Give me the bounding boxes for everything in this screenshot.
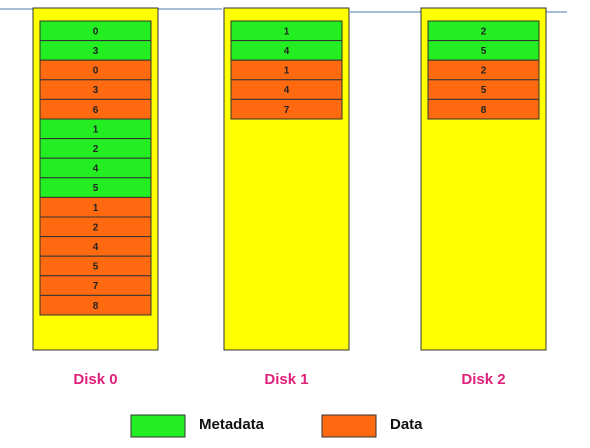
block [230,98,343,120]
block-label: 1 [93,124,99,135]
block-label: 4 [284,85,290,96]
block-label: 8 [481,105,487,116]
block-label: 5 [93,183,99,194]
block-label: 3 [93,85,99,96]
legend-swatch [130,414,186,438]
block-label: 4 [284,46,290,57]
legend-swatch [321,414,377,438]
block-label: 2 [481,26,487,37]
block-label: 7 [93,281,99,292]
block-label: 5 [481,85,487,96]
block-label: 4 [93,164,99,175]
disk-label: Disk 0 [73,371,117,388]
block-label: 0 [93,66,99,77]
block [39,294,152,316]
disk-label: Disk 1 [264,371,308,388]
block-label: 5 [481,46,487,57]
block-label: 2 [93,222,99,233]
block-label: 7 [284,105,290,116]
block-label: 2 [93,144,99,155]
legend-label: Data [390,416,423,433]
disk-label: Disk 2 [461,371,505,388]
block-label: 5 [93,262,99,273]
block-label: 8 [93,301,99,312]
block-label: 3 [93,46,99,57]
block-label: 1 [93,203,99,214]
block-label: 0 [93,26,99,37]
block-label: 2 [481,66,487,77]
block [427,98,540,120]
block-label: 1 [284,26,290,37]
block-label: 4 [93,242,99,253]
block-label: 1 [284,66,290,77]
legend-label: Metadata [199,416,265,433]
block-label: 6 [93,105,99,116]
